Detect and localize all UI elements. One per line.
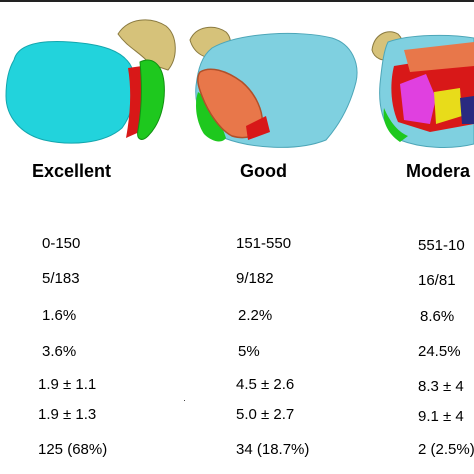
header-excellent: Excellent: [32, 161, 112, 181]
3d-model-images: [5, 19, 474, 148]
moderate-row-1: 551-10: [418, 237, 465, 254]
moderate-row-5: 8.3 ± 4: [418, 378, 464, 395]
moderate-row-4: 24.5%: [418, 343, 461, 360]
good-row-4: 5%: [238, 343, 260, 360]
excellent-row-4: 3.6%: [42, 343, 77, 360]
good-row-2: 9/182: [236, 270, 274, 287]
moderate-row-2: 16/81: [418, 272, 456, 289]
moderate-row-6: 9.1 ± 4: [418, 408, 464, 425]
moderate-model-image: [371, 31, 474, 148]
header-moderate: Modera: [406, 161, 471, 181]
excellent-row-5: 1.9 ± 1.1: [38, 376, 97, 393]
top-border-line: [0, 0, 474, 2]
excellent-row-1: 0-150: [42, 235, 81, 252]
moderate-row-3: 8.6%: [420, 308, 455, 325]
excellent-row-3: 1.6%: [42, 307, 77, 324]
good-row-7: 34 (18.7%): [236, 441, 310, 458]
good-row-3: 2.2%: [238, 307, 273, 324]
header-good: Good: [240, 161, 287, 181]
excellent-row-2: 5/183: [42, 270, 80, 287]
stray-dot: [184, 400, 185, 401]
excellent-model-image: [5, 19, 176, 144]
good-row-5: 4.5 ± 2.6: [236, 376, 295, 393]
good-row-6: 5.0 ± 2.7: [236, 406, 295, 423]
good-model-image: [189, 26, 358, 148]
good-row-1: 151-550: [236, 235, 292, 252]
excellent-row-6: 1.9 ± 1.3: [38, 406, 97, 423]
excellent-row-7: 125 (68%): [38, 441, 108, 458]
moderate-row-7: 2 (2.5%): [418, 441, 474, 458]
